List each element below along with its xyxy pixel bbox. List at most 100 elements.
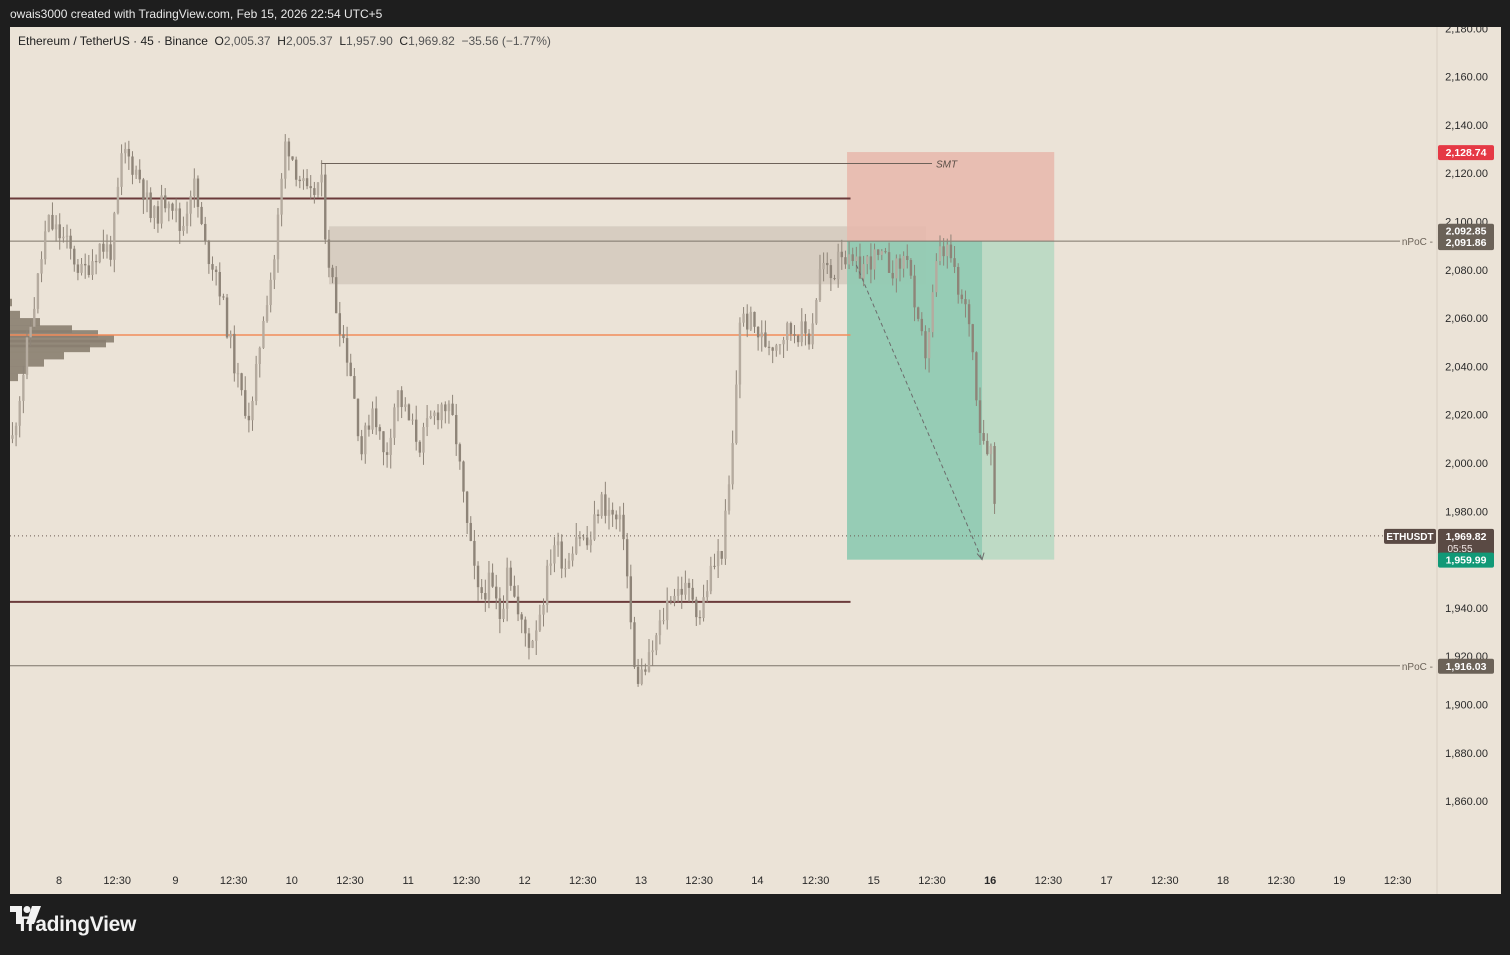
price-tick-label: 2,000.00: [1445, 458, 1488, 470]
candle-body: [786, 323, 789, 340]
candle-body: [822, 262, 825, 270]
candle-body: [382, 431, 385, 453]
candle-body: [469, 522, 472, 541]
candle-body: [567, 560, 571, 569]
tradingview-branding[interactable]: TradingView: [10, 906, 136, 944]
low-value: 1,957.90: [346, 34, 393, 48]
candle-body: [473, 540, 476, 566]
candle: [567, 552, 571, 569]
candle: [760, 320, 763, 352]
candle-body: [862, 264, 865, 279]
change-value: −35.56 (−1.77%): [461, 34, 551, 48]
supply-zone-box: [329, 226, 927, 285]
price-tick-label: 1,860.00: [1445, 796, 1488, 808]
candle-body: [109, 244, 112, 260]
candle-body: [625, 539, 629, 577]
candle-body: [560, 541, 563, 569]
candle-body: [880, 251, 884, 255]
price-tick-label: 2,160.00: [1445, 72, 1488, 84]
candle: [462, 460, 465, 503]
candle: [735, 370, 738, 445]
ohlc-legend: Ethereum / TetherUS · 45 · Binance O2,00…: [18, 34, 551, 48]
candle: [680, 576, 683, 609]
candle-body: [174, 208, 178, 211]
price-tick-label: 1,980.00: [1445, 506, 1488, 518]
candle: [953, 246, 956, 274]
candle: [200, 202, 203, 226]
candle-body: [396, 390, 400, 408]
candle-body: [105, 244, 109, 252]
price-label-target: 1,959.99: [1438, 552, 1494, 568]
candle: [487, 560, 491, 609]
countdown-label: 05:55: [1447, 544, 1472, 555]
candle: [320, 160, 323, 197]
candle: [749, 306, 753, 332]
candle-body: [724, 510, 727, 559]
candle: [935, 253, 938, 297]
candle-body: [269, 279, 272, 306]
candle-body: [982, 433, 985, 441]
candle-body: [225, 297, 229, 338]
candle-body: [182, 225, 185, 231]
candle-body: [436, 412, 440, 421]
candle: [480, 579, 483, 600]
candle-body: [876, 249, 880, 255]
candle: [87, 254, 91, 278]
candle: [134, 165, 138, 179]
candle-body: [418, 441, 422, 453]
candle: [545, 559, 549, 613]
candle-body: [251, 400, 254, 421]
close-value: 1,969.82: [408, 34, 455, 48]
candle-body: [120, 153, 123, 187]
candle: [51, 202, 54, 231]
candle: [873, 243, 876, 280]
candle: [400, 386, 403, 419]
time-tick-label: 12:30: [1267, 875, 1295, 887]
volume-profile-bar: [10, 318, 40, 326]
candle: [33, 297, 36, 329]
candle-body: [665, 600, 669, 621]
candle-body: [113, 213, 116, 260]
candle: [153, 205, 156, 230]
candle: [269, 272, 272, 313]
candle: [869, 243, 873, 284]
symbol-label[interactable]: Ethereum / TetherUS · 45 · Binance: [18, 34, 208, 48]
candle-body: [116, 186, 120, 214]
candle-body: [218, 272, 221, 297]
candle-body: [367, 425, 371, 430]
candle: [906, 244, 909, 269]
candle: [334, 266, 338, 314]
candle: [524, 616, 527, 647]
candle: [345, 326, 349, 377]
candle-body: [542, 604, 545, 615]
price-label-stop: 2,128.74: [1438, 145, 1494, 161]
time-tick-label: 17: [1100, 875, 1112, 887]
candle-body: [476, 565, 480, 588]
candle: [895, 254, 898, 293]
candle-body: [647, 652, 651, 672]
candle-body: [789, 323, 793, 335]
candle-body: [316, 182, 320, 196]
candle-body: [480, 587, 483, 593]
candle: [58, 213, 61, 250]
candle: [876, 249, 880, 261]
candle: [218, 262, 221, 306]
candle-body: [498, 598, 502, 619]
candle-body: [909, 260, 913, 276]
candle: [120, 144, 123, 196]
candle: [538, 604, 542, 632]
candle-body: [829, 265, 833, 279]
candle: [102, 229, 105, 259]
candle-body: [374, 408, 378, 428]
candle-body: [400, 390, 403, 408]
chart-panel[interactable]: SMT 1,860.00 1,880.00 1,900.00 1,920.00 1,940…: [10, 27, 1501, 894]
candle: [164, 188, 167, 213]
smt-label: SMT: [936, 160, 958, 171]
candle: [956, 263, 960, 304]
candle-body: [229, 333, 232, 338]
candle-body: [640, 669, 643, 684]
price-chart[interactable]: SMT1,860.001,880.001,900.001,920.001,940…: [10, 27, 1501, 894]
candle-body: [254, 363, 258, 401]
candle-body: [149, 192, 152, 218]
